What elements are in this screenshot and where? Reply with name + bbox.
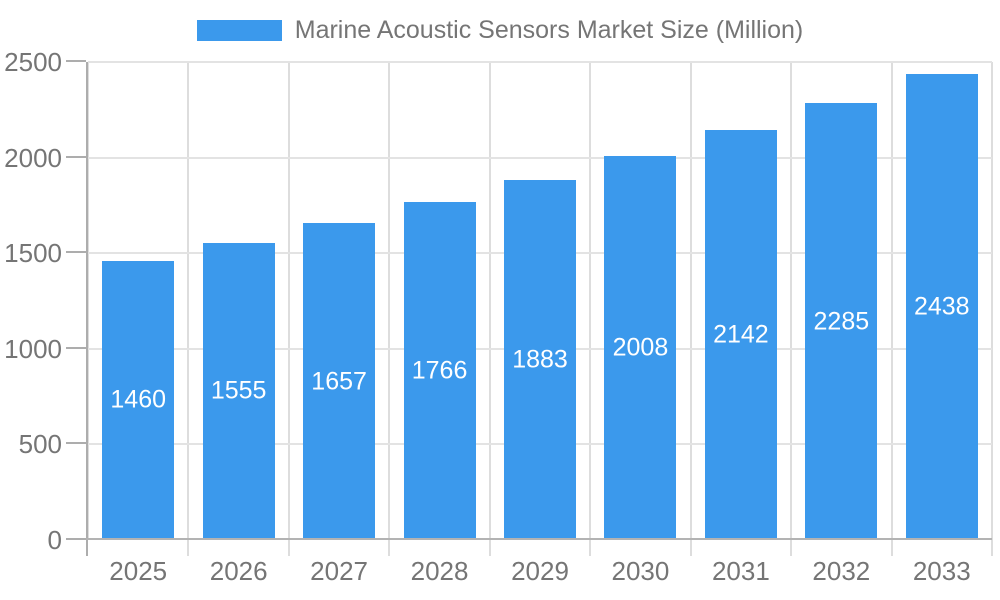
bar-2031[interactable]: 2142: [704, 130, 777, 540]
y-axis-tick: [66, 442, 86, 445]
gridline-vertical: [991, 62, 993, 540]
bar-value-label: 2008: [612, 333, 669, 362]
y-axis-tick: [66, 60, 86, 62]
x-tick-label: 2030: [611, 556, 670, 586]
legend[interactable]: Marine Acoustic Sensors Market Size (Mil…: [0, 16, 1000, 45]
gridline-vertical: [187, 62, 190, 540]
bar-value-label: 1555: [210, 376, 267, 405]
y-axis-tick: [66, 346, 86, 349]
gridline-vertical: [890, 62, 893, 540]
y-tick-label: 1000: [4, 333, 62, 364]
bar-2025[interactable]: 1460: [102, 260, 175, 540]
bar-value-label: 2438: [913, 292, 970, 321]
x-tick-label: 2025: [109, 556, 168, 586]
bar-2026[interactable]: 1555: [202, 242, 275, 540]
x-tick-label: 2027: [310, 556, 369, 586]
legend-swatch: [196, 20, 282, 41]
bar-value-label: 2142: [713, 320, 769, 349]
x-axis-tick: [890, 540, 893, 556]
x-axis-tick: [388, 540, 391, 556]
bar-value-label: 1766: [411, 356, 468, 385]
bar-2028[interactable]: 1766: [403, 202, 476, 540]
y-tick-label: 1500: [4, 238, 62, 269]
x-axis-tick: [689, 540, 692, 556]
y-axis-tick: [66, 538, 86, 540]
y-tick-label: 500: [18, 429, 62, 460]
x-tick-label: 2031: [711, 556, 770, 586]
gridline-vertical: [287, 62, 290, 540]
bar-value-label: 2285: [813, 307, 870, 336]
gridline-horizontal: [88, 156, 992, 159]
x-axis-tick: [790, 540, 793, 556]
legend-label: Marine Acoustic Sensors Market Size (Mil…: [294, 16, 804, 44]
bar-value-label: 1460: [110, 385, 167, 414]
y-axis-tick: [66, 155, 86, 158]
gridline-vertical: [790, 62, 793, 540]
x-axis-tick: [187, 540, 190, 556]
y-axis-tick: [66, 251, 86, 254]
gridline-vertical: [488, 62, 491, 540]
gridline-vertical: [388, 62, 391, 540]
bar-2033[interactable]: 2438: [905, 73, 978, 540]
gridline-vertical: [589, 62, 592, 540]
gridline-vertical: [87, 62, 89, 540]
x-tick-label: 2032: [812, 556, 871, 586]
x-tick-label: 2028: [410, 556, 469, 586]
bar-value-label: 1657: [311, 367, 367, 396]
bar-2027[interactable]: 1657: [303, 223, 376, 540]
y-tick-label: 0: [47, 525, 62, 555]
bar-value-label: 1883: [512, 345, 568, 374]
gridline-vertical: [689, 62, 692, 540]
gridline-horizontal: [88, 61, 992, 63]
x-tick-label: 2029: [511, 556, 569, 586]
bar-2032[interactable]: 2285: [805, 103, 878, 540]
y-tick-label: 2500: [4, 47, 62, 77]
x-axis-tick: [991, 540, 993, 556]
plot-area: 1460 1555 1657 1766 1883 2008 2142 2285 2438: [87, 61, 993, 540]
bar-2030[interactable]: 2008: [604, 156, 677, 540]
x-tick-label: 2033: [912, 556, 971, 586]
x-axis-tick: [287, 540, 290, 556]
x-tick-label: 2026: [209, 556, 268, 586]
x-axis-tick: [488, 540, 491, 556]
bar-2029[interactable]: 1883: [504, 179, 576, 540]
x-axis-tick: [589, 540, 592, 556]
y-tick-label: 2000: [4, 142, 62, 173]
